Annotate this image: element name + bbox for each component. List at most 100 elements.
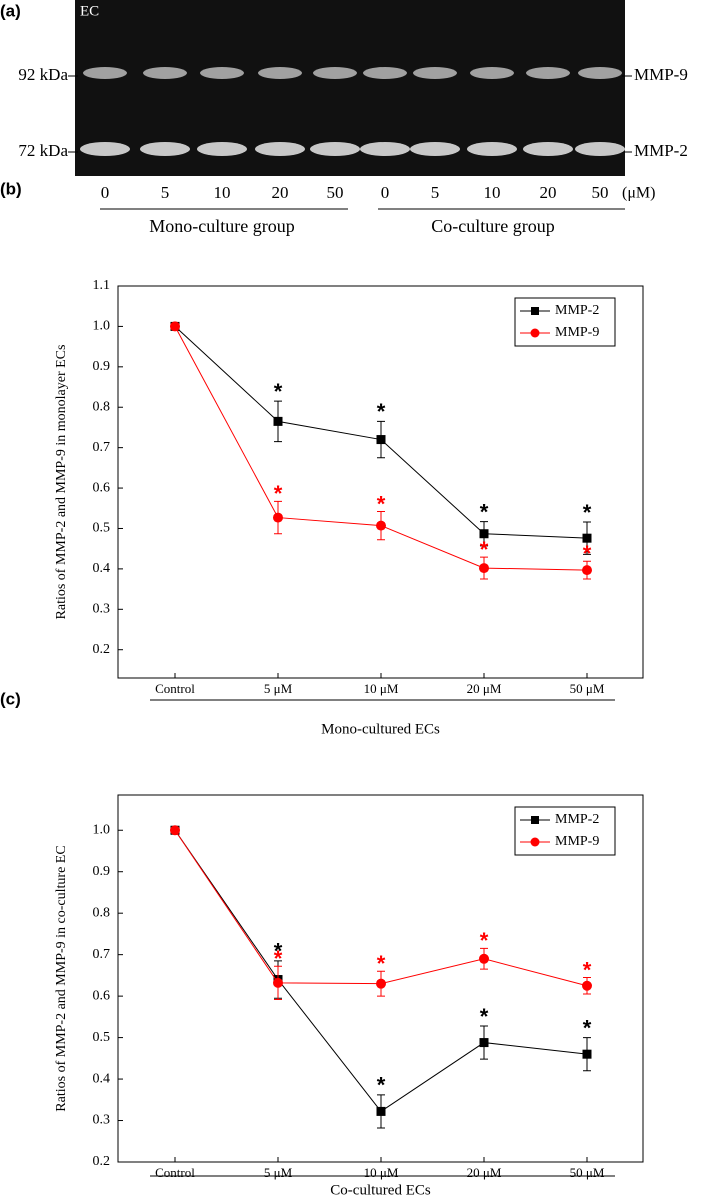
significance: * xyxy=(377,491,386,516)
y-tick-label: 0.9 xyxy=(93,359,111,374)
legend-marker xyxy=(530,837,540,847)
significance: * xyxy=(274,481,283,506)
gel-sample: EC xyxy=(80,3,99,19)
significance: * xyxy=(274,939,283,964)
band xyxy=(313,67,357,79)
lane-label: 10 xyxy=(214,183,231,202)
significance: * xyxy=(274,946,283,971)
x-tick-label: 20 μM xyxy=(467,681,502,696)
band xyxy=(258,67,302,79)
band xyxy=(363,67,407,79)
data-point xyxy=(273,512,283,523)
significance: * xyxy=(583,500,592,525)
band xyxy=(200,67,244,79)
y-tick-label: 0.5 xyxy=(93,1030,111,1045)
data-point xyxy=(479,563,489,574)
legend-marker xyxy=(531,816,539,824)
lane-label: 50 xyxy=(327,183,344,202)
y-tick-label: 0.3 xyxy=(93,1113,111,1128)
significance: * xyxy=(480,499,489,524)
y-tick-label: 0.2 xyxy=(93,1154,111,1169)
y-tick-label: 1.1 xyxy=(93,278,111,293)
x-tick-label: Control xyxy=(155,681,195,696)
y-tick-label: 0.8 xyxy=(93,905,111,920)
y-axis-label: Ratios of MMP-2 and MMP-9 in monolayer E… xyxy=(54,345,69,620)
data-point xyxy=(479,529,489,539)
y-axis-label: Ratios of MMP-2 and MMP-9 in co-culture … xyxy=(54,845,69,1111)
band xyxy=(140,142,190,156)
data-point xyxy=(582,533,592,543)
significance: * xyxy=(480,928,489,953)
data-point xyxy=(479,1038,489,1048)
significance: * xyxy=(377,1073,386,1098)
marker-label: 72 kDa xyxy=(18,141,68,160)
y-tick-label: 0.6 xyxy=(93,988,111,1003)
x-axis-label: Co-cultured ECs xyxy=(330,1182,431,1197)
y-tick-label: 0.5 xyxy=(93,521,111,536)
legend-box xyxy=(514,806,616,856)
band xyxy=(310,142,360,156)
x-tick-label: 5 μM xyxy=(264,1165,293,1180)
band xyxy=(526,67,570,79)
data-point xyxy=(376,1106,386,1116)
band-label: MMP-9 xyxy=(634,65,688,84)
lane-label: 5 xyxy=(161,183,170,202)
x-tick-label: 50 μM xyxy=(570,1165,605,1180)
significance: * xyxy=(480,1004,489,1029)
data-point xyxy=(376,978,386,989)
x-axis-label: Mono-cultured ECs xyxy=(321,721,440,737)
x-tick-label: 10 μM xyxy=(364,681,399,696)
significance: * xyxy=(583,541,592,566)
x-tick-label: 50 μM xyxy=(570,681,605,696)
legend-marker xyxy=(531,307,539,315)
data-point xyxy=(273,977,283,988)
y-tick-label: 1.0 xyxy=(93,319,111,334)
significance: * xyxy=(274,379,283,404)
x-tick-label: 5 μM xyxy=(264,681,293,696)
band xyxy=(575,142,625,156)
panel-label: (b) xyxy=(0,179,22,198)
band xyxy=(80,142,130,156)
band xyxy=(413,67,457,79)
legend-label: MMP-9 xyxy=(555,834,599,849)
lane-label: 20 xyxy=(540,183,557,202)
band xyxy=(83,67,127,79)
x-tick-label: 10 μM xyxy=(364,1165,399,1180)
band-label: MMP-2 xyxy=(634,141,688,160)
significance: * xyxy=(583,1015,592,1040)
data-point xyxy=(479,953,489,964)
band xyxy=(470,67,514,79)
legend-label: MMP-2 xyxy=(555,812,599,827)
significance: * xyxy=(377,951,386,976)
band xyxy=(410,142,460,156)
y-tick-label: 1.0 xyxy=(93,822,111,837)
x-tick-label: Control xyxy=(155,1165,195,1180)
data-point xyxy=(376,520,386,531)
unit-label: (μM) xyxy=(622,185,655,202)
legend-label: MMP-9 xyxy=(555,325,599,340)
data-point xyxy=(170,321,180,332)
band xyxy=(467,142,517,156)
y-tick-label: 0.6 xyxy=(93,480,111,495)
band xyxy=(523,142,573,156)
significance: * xyxy=(480,537,489,562)
data-point xyxy=(273,416,283,426)
legend-box xyxy=(514,297,616,347)
data-point xyxy=(376,435,386,445)
band xyxy=(143,67,187,79)
y-tick-label: 0.4 xyxy=(93,1071,111,1086)
group-label: Mono-culture group xyxy=(149,216,294,236)
y-tick-label: 0.7 xyxy=(93,440,111,455)
band xyxy=(360,142,410,156)
legend-marker xyxy=(530,328,540,338)
marker-label: 92 kDa xyxy=(18,65,68,84)
lane-label: 20 xyxy=(272,183,289,202)
band xyxy=(255,142,305,156)
y-tick-label: 0.4 xyxy=(93,561,111,576)
y-tick-label: 0.2 xyxy=(93,642,111,657)
panel-label: (c) xyxy=(0,689,21,708)
lane-label: 0 xyxy=(101,183,110,202)
group-label: Co-culture group xyxy=(431,216,554,236)
lane-label: 50 xyxy=(592,183,609,202)
data-point xyxy=(582,1049,592,1059)
